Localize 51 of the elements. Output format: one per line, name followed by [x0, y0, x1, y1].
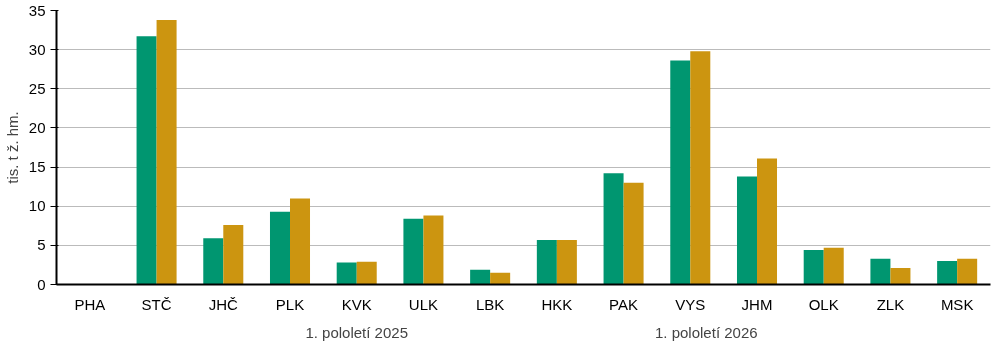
bar	[870, 258, 891, 285]
bar	[670, 60, 691, 285]
x-tick-label: HKK	[541, 295, 573, 313]
bar	[423, 215, 444, 285]
text: 1. pololetí 2025	[305, 323, 408, 341]
x-tick-label: VYS	[675, 295, 706, 313]
bar	[203, 238, 224, 285]
x-tick-label: JHM	[741, 295, 773, 313]
y-tick-label: 0	[37, 275, 46, 293]
y-axis-title: tis. t ž. hm.	[3, 111, 21, 184]
y-tick-label: 5	[37, 236, 46, 254]
bar	[356, 261, 377, 285]
bar	[803, 250, 824, 285]
bar	[470, 269, 491, 285]
bar	[223, 225, 244, 285]
x-tick-label: MSK	[940, 295, 974, 313]
y-tick-label: 35	[28, 1, 46, 19]
x-tick-label: PHA	[74, 295, 106, 313]
bar	[136, 36, 157, 285]
text: 1. pololetí 2026	[655, 323, 758, 341]
bar	[556, 239, 577, 285]
bar	[269, 211, 290, 285]
x-tick-label: STČ	[141, 295, 172, 313]
bar	[623, 182, 644, 285]
x-tick-label: ZLK	[876, 295, 905, 313]
x-tick-label: PAK	[609, 295, 639, 313]
x-tick-label: JHČ	[208, 295, 239, 313]
bar	[603, 173, 624, 285]
bar	[937, 261, 958, 285]
x-tick-label: LBK	[475, 295, 505, 313]
y-tick-label: 30	[28, 40, 46, 58]
bar	[890, 268, 911, 285]
bar	[490, 272, 511, 285]
x-tick-label: ULK	[408, 295, 439, 313]
bar	[156, 19, 177, 285]
bar	[823, 247, 844, 285]
bar	[957, 258, 978, 285]
x-tick-label: OLK	[808, 295, 839, 313]
bar	[336, 262, 357, 285]
bar	[536, 239, 557, 285]
x-tick-label: KVK	[341, 295, 372, 313]
y-tick-label: 25	[28, 79, 46, 97]
bar	[290, 198, 311, 285]
y-tick-label: 20	[28, 118, 46, 136]
y-tick-label: 10	[28, 197, 46, 215]
bar	[736, 176, 757, 285]
bar	[757, 158, 778, 285]
x-tick-label: PLK	[275, 295, 305, 313]
bar	[403, 218, 424, 285]
y-tick-label: 15	[28, 158, 46, 176]
bar	[690, 51, 711, 285]
